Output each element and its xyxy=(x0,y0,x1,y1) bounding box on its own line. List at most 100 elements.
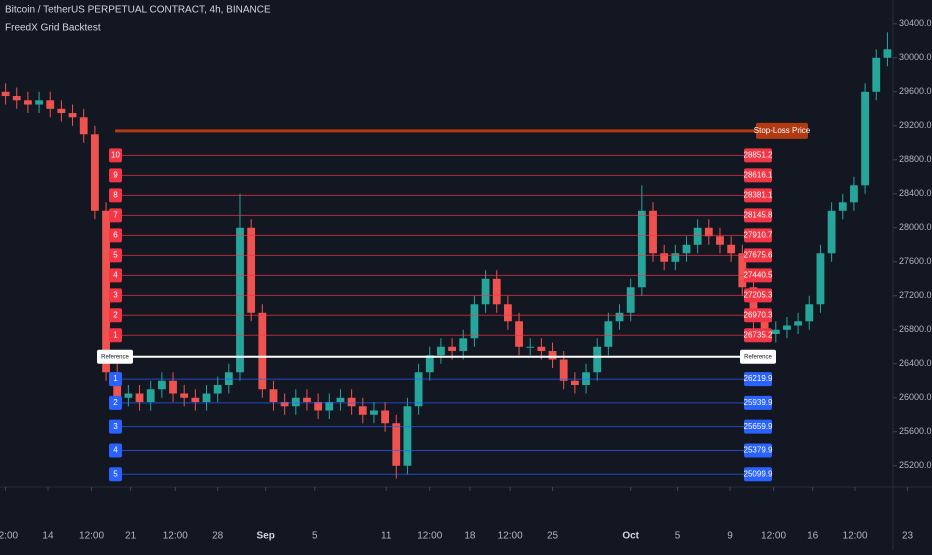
candle-body xyxy=(191,397,200,403)
candle-body xyxy=(682,244,691,254)
candle-body xyxy=(347,397,356,407)
level-price: 27675.6 xyxy=(744,250,773,259)
candle-body xyxy=(548,351,557,360)
candle-body xyxy=(269,389,278,403)
candle-body xyxy=(35,100,43,105)
candle-body xyxy=(827,210,836,254)
candle-body xyxy=(448,346,456,352)
candle-body xyxy=(794,321,803,326)
candle-body xyxy=(872,57,881,92)
level-price: 28145.8 xyxy=(744,210,773,219)
level-index-box xyxy=(109,419,122,434)
reference-box xyxy=(97,349,133,364)
level-price: 26970.3 xyxy=(744,310,773,319)
x-tick-label: Oct xyxy=(622,531,639,542)
candle-body xyxy=(146,389,155,403)
candle-body xyxy=(559,359,568,381)
candle-body xyxy=(12,96,21,101)
candle-body xyxy=(481,278,490,305)
candle-body xyxy=(258,312,267,390)
candle-body xyxy=(157,380,166,390)
stop-loss-box xyxy=(756,122,808,139)
candle-body xyxy=(1,91,10,97)
candle-body xyxy=(336,397,345,403)
level-price-box xyxy=(744,395,772,410)
candle-body xyxy=(503,304,512,322)
level-index: 6 xyxy=(113,230,118,239)
level-index: 1 xyxy=(113,330,118,339)
x-tick-label: 12:00 xyxy=(761,531,786,542)
candle-body xyxy=(236,227,244,373)
x-tick-label: 25 xyxy=(547,531,559,542)
x-tick-label: 21 xyxy=(125,531,137,542)
level-price-box xyxy=(744,328,772,343)
x-tick-label: 12:00 xyxy=(0,531,19,542)
candle-body xyxy=(771,329,780,335)
reference-box xyxy=(740,349,776,364)
candle-body xyxy=(805,304,814,322)
level-index: 7 xyxy=(113,210,118,219)
y-tick-label: 25600.0 xyxy=(899,426,932,436)
candle-body xyxy=(537,346,546,352)
candle-body xyxy=(760,321,769,335)
candle-body xyxy=(704,227,713,237)
x-tick-label: 18 xyxy=(464,531,476,542)
candle-body xyxy=(637,210,646,288)
candle-body xyxy=(370,410,378,415)
level-index: 8 xyxy=(113,190,118,199)
level-price-box xyxy=(744,372,772,387)
level-index: 4 xyxy=(113,270,118,279)
x-tick-label: 28 xyxy=(212,531,224,542)
candle-body xyxy=(783,325,791,330)
y-tick-label: 28800.0 xyxy=(899,154,932,164)
level-index-box xyxy=(109,168,122,183)
level-price: 25379.9 xyxy=(744,446,773,455)
candle-body xyxy=(593,346,602,373)
candle-body xyxy=(437,346,445,356)
level-price: 27440.5 xyxy=(744,270,773,279)
y-tick-label: 26000.0 xyxy=(899,392,932,402)
level-index: 2 xyxy=(113,310,118,319)
candle-body xyxy=(626,287,635,313)
candle-body xyxy=(314,402,323,411)
level-price-box xyxy=(744,168,772,183)
level-price-box xyxy=(744,443,772,458)
x-tick-label: Sep xyxy=(256,531,274,542)
level-price: 25659.9 xyxy=(744,422,773,431)
x-tick-label: 16 xyxy=(807,531,819,542)
x-tick-label: 12:00 xyxy=(79,531,104,542)
level-index: 5 xyxy=(113,469,118,478)
level-index: 2 xyxy=(113,398,118,407)
candle-body xyxy=(738,253,747,288)
candle-body xyxy=(671,253,680,262)
level-index-box xyxy=(109,395,122,410)
candle-body xyxy=(403,406,412,466)
level-index-box xyxy=(109,188,122,203)
level-index: 3 xyxy=(113,290,118,299)
chart-title: Bitcoin / TetherUS PERPETUAL CONTRACT, 4… xyxy=(5,5,271,16)
y-tick-label: 29600.0 xyxy=(899,86,932,96)
candle-body xyxy=(68,113,77,118)
candle-body xyxy=(816,253,825,305)
x-tick-label: 23 xyxy=(902,531,914,542)
level-index: 3 xyxy=(113,422,118,431)
stop-loss-label: Stop-Loss Price xyxy=(754,126,811,135)
level-index-box xyxy=(109,208,122,223)
candle-body xyxy=(649,210,657,254)
x-tick-label: 11 xyxy=(381,531,392,542)
level-index: 4 xyxy=(113,446,118,455)
candle-body xyxy=(459,338,468,352)
level-price-box xyxy=(744,148,772,163)
level-price-box xyxy=(744,228,772,243)
level-price: 26219.9 xyxy=(744,374,773,383)
level-price-box xyxy=(744,248,772,263)
candle-body xyxy=(492,278,501,305)
reference-label: Reference xyxy=(744,354,772,360)
x-tick-label: 5 xyxy=(312,531,318,542)
y-tick-label: 27200.0 xyxy=(899,290,932,300)
level-index-box xyxy=(109,268,122,283)
candle-body xyxy=(526,346,535,348)
candle-body xyxy=(303,397,311,403)
candle-body xyxy=(57,108,66,114)
x-tick-label: 12:00 xyxy=(417,531,442,542)
